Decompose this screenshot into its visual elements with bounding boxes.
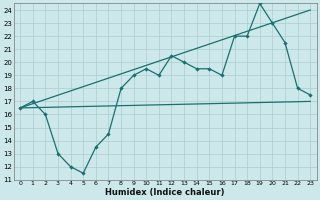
X-axis label: Humidex (Indice chaleur): Humidex (Indice chaleur) bbox=[106, 188, 225, 197]
